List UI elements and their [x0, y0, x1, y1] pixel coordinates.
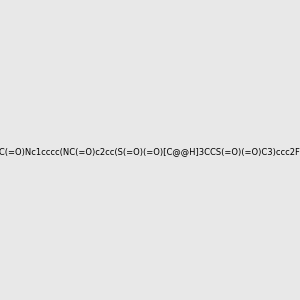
Text: CC(=O)Nc1cccc(NC(=O)c2cc(S(=O)(=O)[C@@H]3CCS(=O)(=O)C3)ccc2F)c1: CC(=O)Nc1cccc(NC(=O)c2cc(S(=O)(=O)[C@@H]…	[0, 147, 300, 156]
